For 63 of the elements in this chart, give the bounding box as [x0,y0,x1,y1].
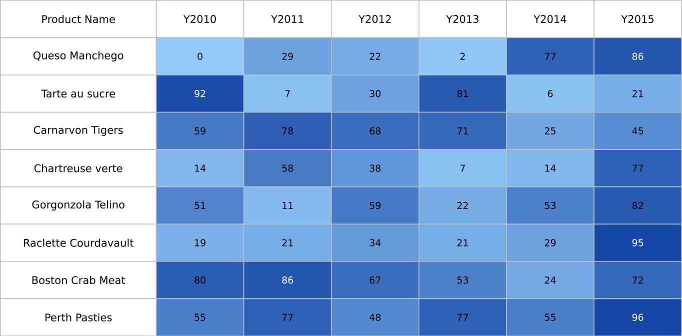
data-label: 78 [282,127,293,134]
data-label: 53 [544,202,556,209]
data-label: 22 [457,202,468,209]
x-tick-label: Y2012 [358,14,391,23]
data-label: 77 [632,164,644,172]
data-label: 14 [545,164,556,172]
data-label: 58 [282,164,293,172]
x-tick-label: Y2011 [270,14,304,23]
y-tick-label: Gorgonzola Telino [32,200,124,210]
y-tick-label: Perth Pasties [46,313,112,322]
data-label: 77 [457,314,468,321]
data-label: 24 [544,276,556,284]
data-label: 86 [632,52,644,60]
x-tick-label: Y2010 [183,14,216,23]
data-label: 82 [632,202,643,209]
data-label: 29 [282,52,293,60]
data-label: 22 [370,52,380,60]
data-label: 53 [457,276,468,284]
y-tick-label: Boston Crab Meat [32,276,126,284]
data-label: 29 [544,238,556,246]
y-tick-label: Tarte au sucre [41,90,115,98]
data-label: 38 [370,164,381,172]
data-label: 96 [632,314,644,321]
data-label: 7 [285,90,290,97]
data-label: 55 [194,314,206,321]
data-label: 86 [282,276,294,284]
data-label: 59 [194,127,206,134]
data-label: 48 [370,314,381,321]
data-label: 92 [194,90,206,98]
data-label: 67 [370,276,380,284]
y-axis-title: Product Name [42,14,115,23]
data-label: 14 [195,164,206,172]
data-label: 21 [632,90,643,97]
data-label: 25 [544,127,556,134]
data-label: 45 [632,127,644,134]
data-label: 34 [370,238,381,246]
data-label: 55 [544,314,556,321]
y-tick-label: Queso Manchego [33,51,124,62]
data-label: 21 [457,239,468,246]
data-label: 7 [460,164,465,172]
data-label: 95 [632,238,644,246]
data-label: 0 [198,52,202,60]
data-label: 68 [370,127,381,134]
x-tick-label: Y2015 [621,14,654,23]
y-tick-label: Raclette Courdavault [24,238,134,247]
data-label: 81 [457,90,468,98]
y-tick-label: Carnarvon Tigers [34,126,123,136]
x-tick-label: Y2013 [446,14,478,23]
data-label: 6 [548,90,553,98]
data-label: 51 [194,202,206,209]
data-label: 71 [457,127,468,134]
data-label: 80 [194,276,206,284]
data-label: 59 [370,202,381,209]
data-label: 19 [195,238,206,246]
y-tick-label: Chartreuse verte [34,164,122,172]
x-tick-label: Y2014 [534,14,566,23]
data-label: 21 [282,239,293,246]
data-label: 11 [282,202,293,209]
data-label: 77 [544,52,556,60]
data-label: 77 [282,314,293,321]
data-label: 2 [460,52,465,60]
data-label: 72 [632,276,643,284]
data-label: 30 [370,90,381,98]
